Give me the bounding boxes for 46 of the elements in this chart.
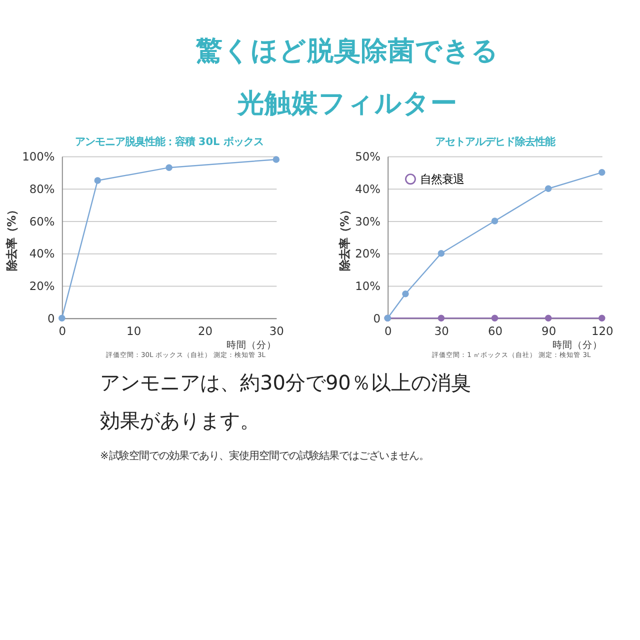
y-tick-label: 20% [355,246,381,261]
y-tick-label: 40% [355,182,381,196]
x-tick-label: 0 [384,324,392,338]
x-tick-label: 120 [591,324,614,338]
x-tick-label: 30 [434,324,449,338]
point [438,250,445,257]
y-tick-label: 60% [29,214,55,228]
point [166,164,172,171]
text: アンモニアは、約30分で90％以上の消臭 [100,370,471,395]
x-axis-title: 時間（分） [552,339,602,352]
point [598,169,606,176]
y-tick-label: 80% [29,182,55,196]
point [438,314,445,322]
text: 効果があります。 [100,408,260,433]
x-tick-label: 10 [126,324,142,338]
chart-title: アセトアルデヒド除去性能 [434,136,556,148]
text: 驚くほど脱臭除菌できる [195,36,500,67]
text: ※試験空間での効果であり、実使用空間での試験結果ではございません。 [100,450,429,462]
y-axis-title: 除去率（%） [4,204,18,271]
point [491,314,498,322]
x-tick-label: 90 [542,324,556,338]
y-tick-label: 10% [355,279,381,294]
x-tick-label: 20 [198,324,212,338]
point [598,314,606,322]
x-axis-title: 時間（分） [226,339,277,352]
point [544,185,552,192]
x-tick-label: 0 [58,324,66,338]
point [402,290,409,298]
point [94,177,101,184]
point [272,156,280,163]
y-tick-label: 100% [22,150,55,164]
chart-title: アンモニア脱臭性能：容積 30L ボックス [74,136,264,148]
legend-label: 自然衰退 [420,172,464,186]
y-axis-title: 除去率（%） [337,204,352,271]
y-tick-label: 30% [355,214,381,228]
point [58,314,66,322]
y-tick-label: 0 [373,311,380,326]
text: 光触媒フィルター [236,88,458,119]
y-tick-label: 40% [29,246,55,261]
y-tick-label: 20% [29,279,55,294]
x-tick-label: 30 [269,324,284,338]
x-tick-label: 60 [488,324,502,338]
point [491,218,498,224]
y-tick-label: 50% [355,150,381,164]
point [544,314,552,322]
y-tick-label: 0 [47,311,55,326]
